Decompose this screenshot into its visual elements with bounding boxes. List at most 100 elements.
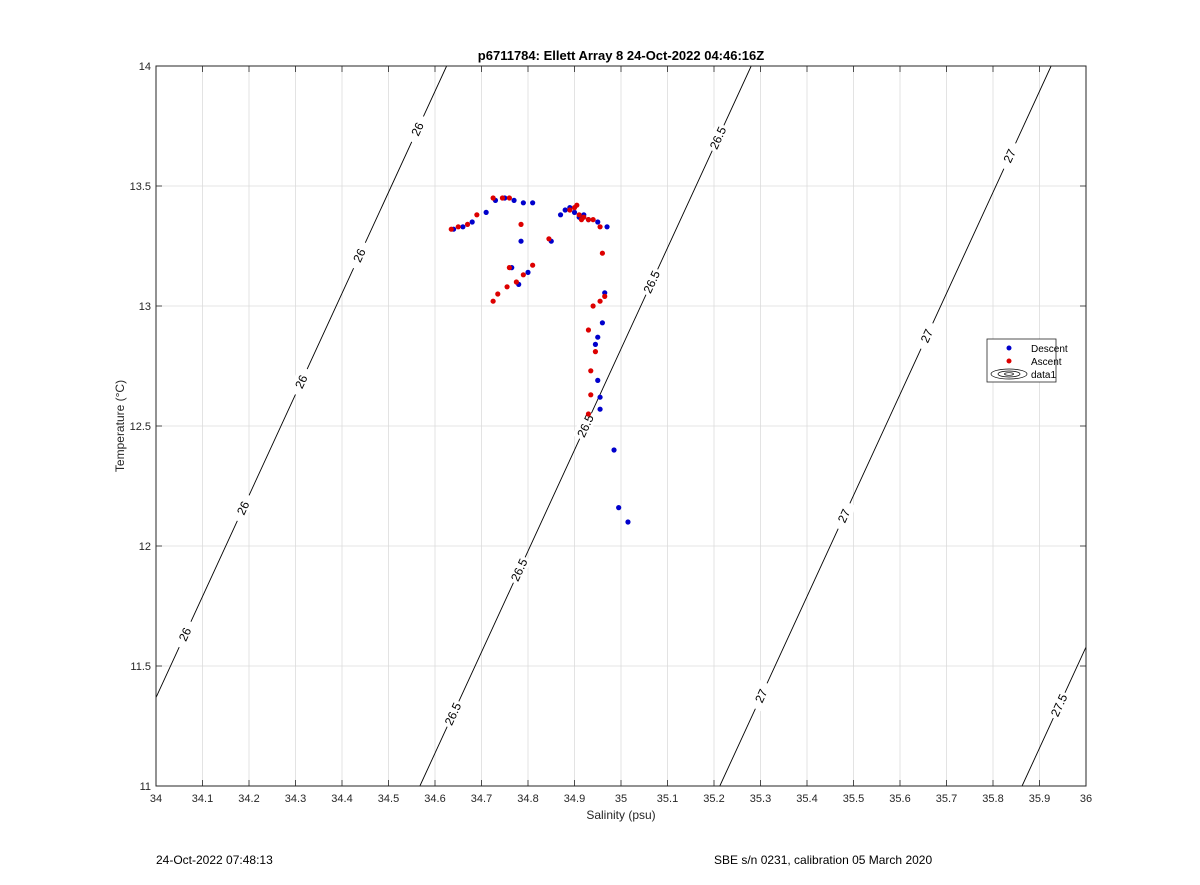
contour-label-text: 27: [1001, 147, 1019, 165]
x-tick-label: 34.6: [424, 793, 445, 805]
ascent-point: [588, 392, 594, 398]
ascent-point: [599, 250, 606, 256]
ascent-point: [574, 202, 580, 208]
contour-label-bg: [439, 697, 466, 730]
y-tick-label: 12.5: [130, 421, 151, 433]
x-tick-label: 36: [1080, 793, 1092, 805]
contour-label-text: 26: [350, 246, 368, 264]
x-tick-label: 34.9: [564, 793, 585, 805]
x-tick-label: 35.8: [982, 793, 1003, 805]
descent-point: [597, 406, 603, 412]
legend-descent-marker: [1006, 345, 1012, 351]
descent-point: [571, 209, 578, 215]
x-tick-label: 35.4: [796, 793, 817, 805]
ascent-point: [581, 214, 587, 220]
contour-label: 27: [913, 319, 940, 352]
footer-calibration: SBE s/n 0231, calibration 05 March 2020: [714, 853, 933, 867]
y-tick-label: 13: [139, 301, 151, 313]
x-tick-label: 34.3: [285, 793, 306, 805]
contour-label: 27: [748, 679, 774, 712]
x-tick-label: 34.7: [471, 793, 492, 805]
descent-point: [562, 207, 568, 213]
contour-label: 26: [404, 113, 430, 145]
descent-point: [525, 269, 531, 275]
contour-label-bg: [346, 239, 372, 272]
descent-point: [602, 290, 608, 296]
contour-label-bg: [171, 618, 198, 651]
x-tick-label: 34.4: [331, 793, 352, 805]
legend-ascent-label: Ascent: [1031, 357, 1062, 368]
contour-label-bg: [913, 319, 940, 352]
footer-timestamp: 24-Oct-2022 07:48:13: [156, 853, 273, 867]
x-tick-label: 35.2: [703, 793, 724, 805]
ascent-point: [576, 212, 582, 218]
contour-label-bg: [830, 499, 857, 532]
ascent-point: [588, 368, 594, 374]
descent-point: [611, 447, 617, 453]
x-tick-label: 34.1: [192, 793, 213, 805]
descent-point: [520, 200, 526, 206]
contour-label-text: 26: [292, 373, 310, 391]
contour-label-bg: [230, 492, 256, 524]
y-tick-label: 13.5: [130, 181, 151, 193]
x-tick-label: 34.5: [378, 793, 399, 805]
isopycnal-line: [1021, 645, 1086, 786]
ascent-point: [455, 224, 461, 230]
ascent-point: [490, 298, 496, 304]
x-tick-label: 35: [615, 793, 627, 805]
ascent-point: [448, 226, 454, 232]
descent-point: [483, 209, 489, 215]
chart-title: p6711784: Ellett Array 8 24-Oct-2022 04:…: [478, 48, 764, 63]
legend-data1-label: data1: [1031, 370, 1056, 381]
ascent-point: [602, 293, 608, 299]
descent-point: [616, 505, 622, 511]
ascent-point: [585, 411, 592, 417]
data-points: [448, 195, 631, 525]
y-tick-label: 11.5: [130, 661, 151, 673]
isopycnal-line: [0, 66, 121, 786]
descent-point: [604, 224, 610, 230]
ascent-point: [464, 221, 471, 227]
contour-label-bg: [288, 365, 314, 398]
ascent-point: [592, 349, 599, 355]
grid-lines: [155, 65, 1087, 787]
x-tick-label: 34.2: [238, 793, 259, 805]
x-tick-label: 35.1: [657, 793, 678, 805]
contour-label-bg: [638, 265, 665, 298]
contour-label: 26: [346, 239, 372, 272]
contour-label-bg: [572, 409, 598, 442]
ascent-point: [499, 195, 506, 201]
x-tick-label: 35.3: [750, 793, 771, 805]
ascent-point: [490, 195, 496, 201]
ascent-point: [504, 284, 510, 290]
descent-point: [595, 334, 601, 340]
descent-point: [460, 224, 466, 230]
contour-label-text: 27: [918, 327, 936, 345]
contour-label-bg: [748, 679, 774, 712]
ascent-point: [474, 212, 480, 218]
y-axis-title: Temperature (°C): [113, 380, 127, 472]
ascent-point: [530, 262, 536, 268]
contour-label: 26: [230, 492, 256, 524]
y-tick-label: 14: [139, 61, 151, 73]
ascent-point: [590, 303, 596, 309]
x-tick-label: 35.7: [936, 793, 957, 805]
descent-point: [597, 394, 603, 400]
contour-label: 27: [830, 499, 857, 532]
y-tick-label: 12: [139, 541, 151, 553]
ascent-point: [495, 291, 501, 297]
contour-label-bg: [996, 139, 1022, 172]
x-axis-title: Salinity (psu): [586, 808, 655, 822]
x-tick-label: 35.6: [889, 793, 910, 805]
x-tick-label: 34.8: [517, 793, 538, 805]
ascent-point: [513, 279, 519, 285]
contour-label-text: 26: [408, 120, 426, 138]
contour-label-bg: [1046, 689, 1072, 722]
ascent-point: [590, 217, 596, 223]
legend: Descent Ascent data1: [986, 338, 1068, 383]
contour-label-text: 27: [752, 687, 770, 705]
contour-label-text: 27: [835, 507, 853, 525]
contour-label: 27: [996, 139, 1022, 172]
ascent-point: [597, 298, 603, 304]
descent-point: [595, 219, 601, 225]
